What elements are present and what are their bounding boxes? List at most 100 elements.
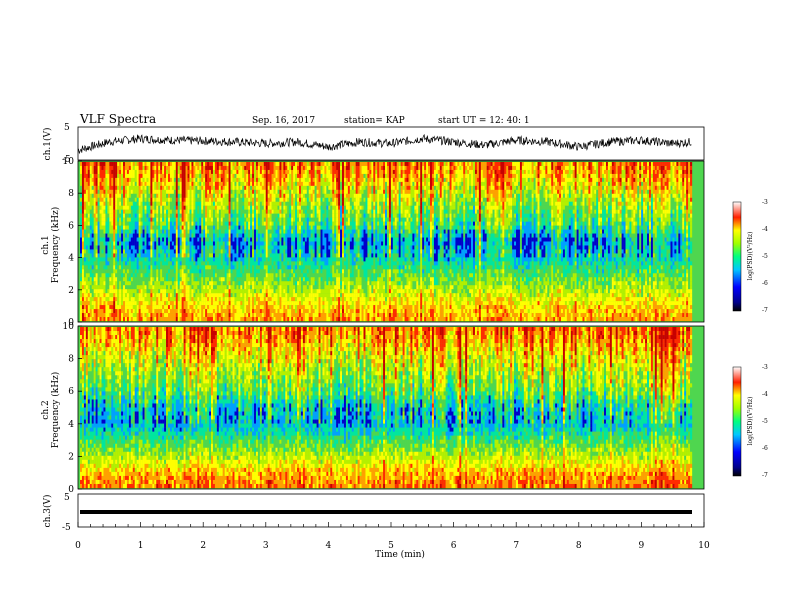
spectrogram-cell xyxy=(488,197,491,202)
spectrogram-cell xyxy=(89,193,92,198)
spectrogram-cell xyxy=(527,165,530,171)
spectrogram-cell xyxy=(480,169,483,175)
spectrogram-cell xyxy=(451,162,454,167)
spectrogram-cell xyxy=(443,221,446,226)
spectrogram-cell xyxy=(602,197,605,202)
spectrogram-cell xyxy=(684,185,687,190)
spectrogram-cell xyxy=(289,213,292,218)
spectrogram-cell xyxy=(365,181,368,187)
spectrogram-cell xyxy=(633,213,636,218)
spectrogram-cell xyxy=(173,201,176,206)
spectrogram-cell xyxy=(588,173,591,179)
spectrogram-cell xyxy=(236,197,239,202)
spectrogram-cell xyxy=(316,201,319,206)
spectrogram-cell xyxy=(604,221,607,226)
spectrogram-cell xyxy=(406,197,409,202)
spectrogram-cell xyxy=(142,169,145,175)
spectrogram-cell xyxy=(91,213,94,218)
spectrogram-cell xyxy=(398,189,401,194)
spectrogram-cell xyxy=(629,169,632,175)
spectrogram-cell xyxy=(218,217,221,222)
spectrogram-cell xyxy=(220,189,223,194)
spectrogram-cell xyxy=(316,209,319,214)
spectrogram-cell xyxy=(578,189,581,194)
spectrogram-cell xyxy=(564,201,568,206)
spectrogram-cell xyxy=(420,169,423,175)
spectrogram-cell xyxy=(568,169,571,175)
spectrogram-cell xyxy=(562,193,566,198)
spectrogram-cell xyxy=(330,181,333,187)
spectrogram-cell xyxy=(416,205,419,210)
spectrogram-cell xyxy=(574,165,577,171)
spectrogram-cell xyxy=(410,205,413,210)
spectrogram-cell xyxy=(418,177,421,183)
spectrogram-cell xyxy=(281,221,284,226)
spectrogram-cell xyxy=(365,177,368,183)
spectrogram-cell xyxy=(463,189,466,194)
spectrogram-cell xyxy=(283,221,286,226)
spectrogram-cell xyxy=(486,221,489,226)
spectrogram-cell xyxy=(160,209,163,214)
spectrogram-cell xyxy=(379,189,382,194)
spectrogram-cell xyxy=(635,189,638,194)
spectrogram-cell xyxy=(604,165,607,171)
spectrogram-cell xyxy=(512,217,515,222)
spectrogram-cell xyxy=(246,165,249,171)
spectrogram-cell xyxy=(343,189,347,194)
spectrogram-cell xyxy=(238,193,241,198)
spectrogram-cell xyxy=(412,181,415,187)
spectrogram-cell xyxy=(379,185,382,190)
spectrogram-cell xyxy=(359,173,362,179)
spectrogram-cell xyxy=(111,173,114,179)
spectrogram-cell xyxy=(338,165,341,171)
spectrogram-cell xyxy=(248,173,251,179)
spectrogram-cell xyxy=(285,169,288,175)
spectrogram-cell xyxy=(171,165,175,171)
spectrogram-cell xyxy=(641,185,644,190)
spectrogram-cell xyxy=(369,213,372,218)
spectrogram-cell xyxy=(121,177,124,183)
spectrogram-cell xyxy=(449,162,452,167)
spectrogram-cell xyxy=(473,173,476,179)
spectrogram-cell xyxy=(183,189,186,194)
spectrogram-cell xyxy=(629,201,632,206)
spectrogram-cell xyxy=(474,213,478,218)
spectrogram-cell xyxy=(332,189,335,194)
spectrogram-cell xyxy=(664,162,667,167)
spectrogram-cell xyxy=(152,221,155,226)
spectrogram-cell xyxy=(383,221,386,226)
spectrogram-cell xyxy=(181,197,184,202)
spectrogram-cell xyxy=(130,221,133,226)
spectrogram-cell xyxy=(652,177,655,183)
spectrogram-cell xyxy=(197,169,200,175)
spectrogram-cell xyxy=(664,177,667,183)
spectrogram-cell xyxy=(674,205,677,210)
spectrogram-cell xyxy=(627,162,630,167)
spectrogram-cell xyxy=(144,189,147,194)
spectrogram-cell xyxy=(604,162,607,167)
spectrogram-cell xyxy=(173,189,176,194)
spectrogram-cell xyxy=(336,209,339,214)
spectrogram-cell xyxy=(295,165,298,171)
spectrogram-cell xyxy=(244,173,247,179)
spectrogram-cell xyxy=(363,221,366,226)
spectrogram-cell xyxy=(467,209,470,214)
spectrogram-cell xyxy=(353,181,356,187)
spectrogram-cell xyxy=(498,165,501,171)
spectrogram-cell xyxy=(302,181,306,187)
spectrogram-cell xyxy=(461,217,464,222)
spectrogram-cell xyxy=(406,177,409,183)
spectrogram-cell xyxy=(410,193,413,198)
spectrogram-cell xyxy=(390,201,393,206)
spectrogram-cell xyxy=(87,213,90,218)
spectrogram-cell xyxy=(224,169,227,175)
spectrogram-cell xyxy=(121,221,124,226)
spectrogram-cell xyxy=(99,181,102,187)
spectrogram-cell xyxy=(136,165,139,171)
spectrogram-cell xyxy=(273,197,276,202)
spectrogram-cell xyxy=(643,185,646,190)
spectrogram-cell xyxy=(197,197,200,202)
spectrogram-cell xyxy=(347,209,350,214)
spectrogram-cell xyxy=(625,213,628,218)
spectrogram-cell xyxy=(279,197,282,202)
